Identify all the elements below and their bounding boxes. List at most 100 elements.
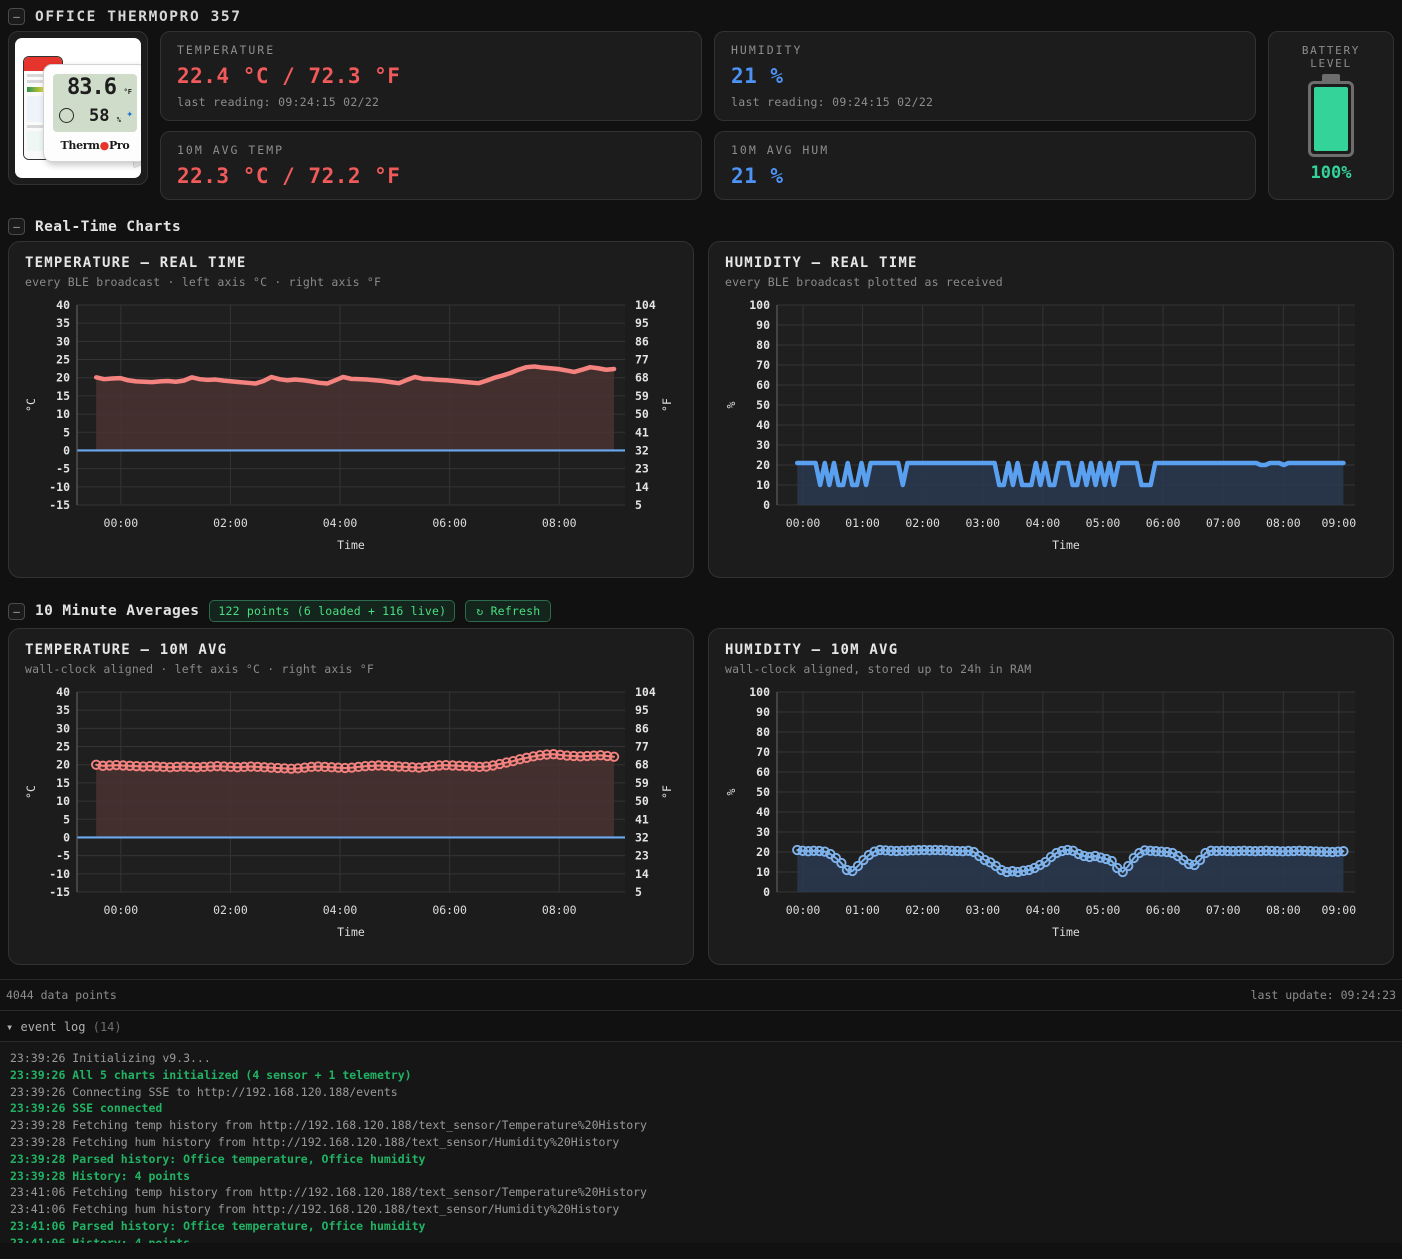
event-log-title: event log (20, 1020, 86, 1034)
battery-percent: 100% (1310, 163, 1352, 183)
collapse-averages-button[interactable]: – (8, 602, 25, 620)
svg-text:100: 100 (749, 685, 770, 699)
avg-temperature-value: 22.3 °C / 72.2 °F (177, 164, 401, 188)
log-line: 23:39:26 Initializing v9.3... (10, 1051, 211, 1065)
log-line: 23:41:06 Parsed history: Office temperat… (10, 1218, 426, 1233)
svg-text:°C: °C (24, 785, 38, 799)
event-log-count: (14) (92, 1020, 122, 1034)
chart-subtitle: every BLE broadcast plotted as received (725, 275, 1003, 289)
status-bar: 4044 data points last update: 09:24:23 (0, 979, 1402, 1011)
collapse-device-button[interactable]: – (8, 8, 25, 25)
svg-text:5: 5 (635, 885, 642, 899)
svg-text:10: 10 (756, 478, 770, 492)
svg-text:03:00: 03:00 (965, 516, 1000, 530)
chart-subtitle: every BLE broadcast · left axis °C · rig… (25, 275, 382, 289)
svg-text:86: 86 (635, 334, 649, 348)
thermopro-product-image: 83.6 °F 58 % ✦ Therm●Pro (15, 38, 141, 178)
chart-title: HUMIDITY — 10M AVG (725, 642, 899, 658)
event-log-toggle[interactable]: ▾ event log (14) (0, 1011, 1402, 1041)
svg-text:-15: -15 (49, 885, 70, 899)
svg-text:09:00: 09:00 (1322, 903, 1357, 917)
refresh-label: Refresh (490, 604, 541, 618)
svg-text:07:00: 07:00 (1206, 516, 1241, 530)
svg-text:05:00: 05:00 (1086, 516, 1121, 530)
svg-text:80: 80 (756, 725, 770, 739)
svg-text:70: 70 (756, 358, 770, 372)
svg-text:09:00: 09:00 (1322, 516, 1357, 530)
chart-card-hum-10m: HUMIDITY — 10M AVG wall-clock aligned, s… (708, 628, 1394, 965)
temperature-value: 22.4 °C / 72.3 °F (177, 64, 401, 88)
svg-text:-15: -15 (49, 498, 70, 512)
svg-text:Time: Time (1052, 538, 1080, 552)
svg-text:04:00: 04:00 (1026, 903, 1061, 917)
svg-text:02:00: 02:00 (905, 903, 940, 917)
svg-text:104: 104 (635, 685, 656, 699)
svg-text:°C: °C (24, 398, 38, 412)
event-log-list[interactable]: 23:39:26 Initializing v9.3... 23:39:26 Al… (0, 1041, 1402, 1243)
plot-temp-10m[interactable]: 40 35 30 25 20 15 10 5 0 -5 -10 -15 104 95 86 77 68 59 50 4… (19, 682, 683, 954)
battery-icon (1308, 81, 1354, 157)
svg-text:20: 20 (756, 845, 770, 859)
log-line: 23:39:28 Fetching hum history from http:… (10, 1134, 620, 1149)
lcd-screen: 83.6 °F 58 % ✦ (53, 74, 137, 132)
svg-text:95: 95 (635, 703, 649, 717)
svg-text:10: 10 (756, 865, 770, 879)
chart-card-temp-10m: TEMPERATURE — 10M AVG wall-clock aligned… (8, 628, 694, 965)
svg-text:30: 30 (56, 334, 70, 348)
chart-svg: 4035302520151050-5-10-151049586776859504… (24, 298, 674, 552)
chart-subtitle: wall-clock aligned · left axis °C · righ… (25, 662, 375, 676)
chart-card-hum-realtime: HUMIDITY — REAL TIME every BLE broadcast… (708, 241, 1394, 578)
humidity-card: HUMIDITY 21 % last reading: 09:24:15 02/… (714, 31, 1256, 121)
svg-text:35: 35 (56, 703, 70, 717)
svg-text:Time: Time (337, 538, 365, 552)
svg-text:100: 100 (749, 298, 770, 312)
svg-text:08:00: 08:00 (542, 516, 577, 530)
svg-text:40: 40 (56, 298, 70, 312)
realtime-chart-row: TEMPERATURE — REAL TIME every BLE broadc… (0, 241, 1402, 592)
battery-card: BATTERY LEVEL 100% (1268, 31, 1394, 200)
svg-text:30: 30 (756, 825, 770, 839)
svg-text:95: 95 (635, 316, 649, 330)
svg-text:59: 59 (635, 389, 649, 403)
svg-text:20: 20 (756, 458, 770, 472)
device-title: OFFICE THERMOPRO 357 (35, 8, 242, 25)
svg-text:15: 15 (56, 389, 70, 403)
humidity-last-reading: last reading: 09:24:15 02/22 (731, 95, 934, 109)
svg-text:04:00: 04:00 (323, 516, 358, 530)
temperature-last-reading: last reading: 09:24:15 02/22 (177, 95, 380, 109)
averages-chart-row: TEMPERATURE — 10M AVG wall-clock aligned… (0, 628, 1402, 979)
device-summary-row: 83.6 °F 58 % ✦ Therm●Pro TEMPERATURE 22.… (0, 31, 1402, 210)
svg-text:104: 104 (635, 298, 656, 312)
avg-temperature-card: 10M AVG TEMP 22.3 °C / 72.2 °F (160, 131, 702, 200)
svg-text:15: 15 (56, 776, 70, 790)
svg-text:05:00: 05:00 (1086, 903, 1121, 917)
temperature-card: TEMPERATURE 22.4 °C / 72.3 °F last readi… (160, 31, 702, 121)
battery-fill (1314, 87, 1348, 151)
svg-text:14: 14 (635, 867, 649, 881)
svg-text:-5: -5 (56, 462, 70, 476)
lcd-humidity-unit: % (116, 116, 121, 124)
svg-text:35: 35 (56, 316, 70, 330)
svg-text:90: 90 (756, 318, 770, 332)
plot-hum-10m[interactable]: 100 90 80 70 60 50 40 30 20 10 0 00:00 01:00 02:00 03:… (719, 682, 1383, 954)
svg-text:00:00: 00:00 (104, 516, 139, 530)
points-badge: 122 points (6 loaded + 116 live) (209, 600, 456, 622)
svg-text:20: 20 (56, 758, 70, 772)
humidity-label: HUMIDITY (731, 43, 803, 57)
svg-text:41: 41 (635, 425, 649, 439)
svg-text:%: % (724, 401, 738, 408)
svg-text:30: 30 (56, 721, 70, 735)
lcd-humidity: 58 (89, 106, 110, 126)
svg-text:02:00: 02:00 (213, 903, 248, 917)
comfort-face-icon (59, 108, 74, 123)
chart-subtitle: wall-clock aligned, stored up to 24h in … (725, 662, 1032, 676)
plot-temp-realtime[interactable]: 40 35 30 25 20 15 10 5 0 -5 -10 -15 104 95 86 77 68 59 50 4… (19, 295, 683, 567)
collapse-realtime-button[interactable]: – (8, 218, 25, 235)
data-points-count: 4044 data points (6, 988, 117, 1002)
refresh-button[interactable]: ↻ Refresh (465, 600, 552, 622)
bluetooth-icon: ✦ (126, 107, 133, 120)
plot-hum-realtime[interactable]: 100 90 80 70 60 50 40 30 20 10 0 00:00 01:00 02:00 03:… (719, 295, 1383, 567)
log-line: 23:39:28 History: 4 points (10, 1168, 191, 1183)
svg-text:77: 77 (635, 353, 649, 367)
